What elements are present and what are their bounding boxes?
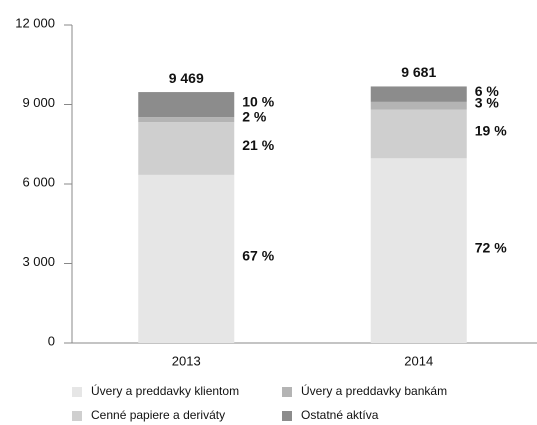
bar-segment (138, 122, 235, 175)
value-label: 21 % (242, 137, 274, 153)
value-label: 67 % (242, 248, 274, 264)
bar-segment (138, 174, 235, 343)
value-label: 19 % (475, 123, 507, 139)
total-label: 9 469 (169, 70, 204, 86)
total-label: 9 681 (401, 64, 436, 80)
y-tick-label: 12 000 (15, 15, 55, 30)
value-label: 6 % (475, 83, 500, 99)
bar-segment (370, 86, 467, 102)
legend-label: Cenné papiere a deriváty (91, 408, 225, 422)
legend-swatch (72, 387, 82, 397)
y-tick-label: 0 (48, 333, 55, 348)
x-tick-label: 2013 (172, 353, 201, 368)
y-tick-label: 6 000 (22, 174, 55, 189)
bar-segment (370, 109, 467, 159)
value-label: 3 % (475, 94, 500, 110)
legend-swatch (282, 411, 292, 421)
value-label: 72 % (475, 239, 507, 255)
bar-segment (138, 92, 235, 118)
legend-label: Ostatné aktíva (301, 408, 379, 422)
legend-label: Úvery a preddavky bankám (301, 383, 447, 398)
x-tick-label: 2014 (404, 353, 433, 368)
value-label: 10 % (242, 93, 274, 109)
legend-swatch (72, 411, 82, 421)
legend-swatch (282, 387, 292, 397)
y-tick-label: 9 000 (22, 95, 55, 110)
bar-segment (370, 101, 467, 110)
legend-label: Úvery a preddavky klientom (91, 383, 239, 398)
bar-segment (138, 117, 235, 123)
value-label: 2 % (242, 108, 267, 124)
bar-segment (370, 158, 467, 343)
y-tick-label: 3 000 (22, 254, 55, 269)
